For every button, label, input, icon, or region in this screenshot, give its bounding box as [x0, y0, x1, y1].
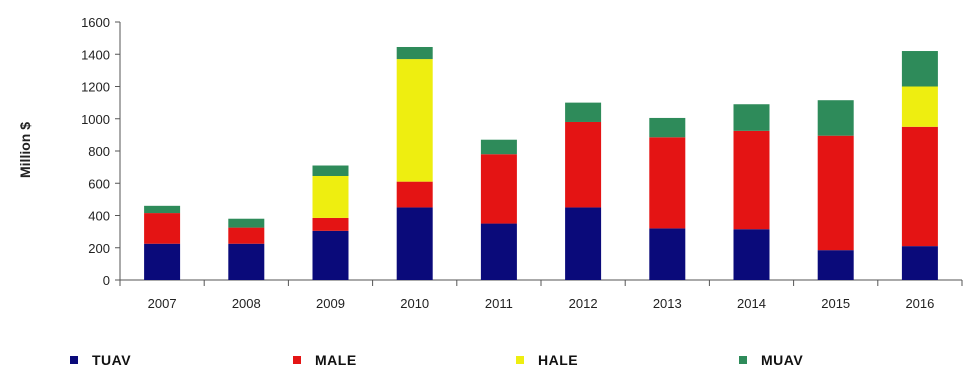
- legend-item-hale: HALE: [516, 352, 578, 368]
- bar-male-2014: [733, 130, 770, 230]
- bar-tuav-2013: [649, 228, 686, 280]
- bar-male-2011: [480, 154, 517, 224]
- y-tick-label: 800: [88, 144, 110, 159]
- bar-male-2016: [901, 126, 938, 247]
- bar-male-2015: [817, 135, 854, 251]
- bar-tuav-2010: [396, 207, 433, 280]
- y-tick-label: 600: [88, 176, 110, 191]
- bar-tuav-2009: [312, 230, 349, 280]
- x-axis: 2007 2008 2009 2010 2011 2012 2013 2014 2015 2016: [119, 279, 963, 311]
- legend: TUAV MALE HALE MUAV: [0, 352, 971, 376]
- x-tick-label: 2015: [821, 296, 850, 311]
- x-tick-label: 2012: [569, 296, 598, 311]
- y-tick-label: 1600: [81, 15, 110, 30]
- bar-hale-2010: [396, 59, 433, 182]
- bar-muav-2015: [817, 100, 854, 136]
- bar-tuav-2014: [733, 229, 770, 280]
- bar-tuav-2016: [901, 246, 938, 280]
- x-tick-label: 2008: [232, 296, 261, 311]
- stacked-bar-chart: Million $ 02004006008001000120014001600 …: [17, 15, 963, 311]
- x-tick-label: 2009: [316, 296, 345, 311]
- legend-label: TUAV: [92, 352, 132, 368]
- y-tick-label: 400: [88, 209, 110, 224]
- y-tick-label: 200: [88, 241, 110, 256]
- x-tick-label: 2011: [485, 296, 513, 311]
- bar-hale-2009: [312, 175, 349, 218]
- bar-male-2012: [565, 121, 602, 208]
- y-tick-label: 0: [103, 273, 110, 288]
- bar-muav-2010: [396, 46, 433, 60]
- bar-muav-2012: [565, 102, 602, 122]
- bar-male-2010: [396, 181, 433, 208]
- bar-tuav-2007: [144, 243, 181, 280]
- y-tick-label: 1200: [81, 80, 110, 95]
- x-tick-label: 2013: [653, 296, 682, 311]
- bar-male-2013: [649, 137, 686, 229]
- legend-swatch: [739, 356, 747, 364]
- bar-tuav-2008: [228, 243, 265, 280]
- y-axis: 0 200 400 600 800 1000 1200 1400 1600: [81, 15, 121, 288]
- legend-swatch: [70, 356, 78, 364]
- bar-muav-2009: [312, 165, 349, 176]
- legend-swatch: [293, 356, 301, 364]
- legend-label: MUAV: [761, 352, 804, 368]
- x-tick-label: 2007: [148, 296, 177, 311]
- bar-tuav-2015: [817, 250, 854, 280]
- legend-item-tuav: TUAV: [70, 352, 131, 368]
- bar-hale-2016: [901, 86, 938, 127]
- y-axis-label: Million $: [17, 122, 33, 178]
- y-tick-label: 1000: [81, 112, 110, 127]
- legend-item-muav: MUAV: [739, 352, 803, 368]
- legend-label: MALE: [315, 352, 357, 368]
- bars: [144, 46, 938, 280]
- bar-muav-2007: [144, 205, 181, 214]
- bar-tuav-2012: [565, 207, 602, 280]
- bar-male-2007: [144, 213, 181, 244]
- bar-muav-2014: [733, 104, 770, 131]
- legend-item-male: MALE: [293, 352, 357, 368]
- bar-muav-2013: [649, 117, 686, 138]
- legend-swatch: [516, 356, 524, 364]
- bar-muav-2008: [228, 218, 265, 228]
- bar-tuav-2011: [480, 223, 517, 280]
- bar-muav-2011: [480, 139, 517, 155]
- x-tick-label: 2014: [737, 296, 766, 311]
- legend-label: HALE: [538, 352, 579, 368]
- y-tick-label: 1400: [81, 47, 110, 62]
- bar-male-2008: [228, 227, 265, 244]
- bar-muav-2016: [901, 51, 938, 87]
- bar-male-2009: [312, 217, 349, 231]
- x-tick-label: 2016: [905, 296, 934, 311]
- x-tick-label: 2010: [400, 296, 429, 311]
